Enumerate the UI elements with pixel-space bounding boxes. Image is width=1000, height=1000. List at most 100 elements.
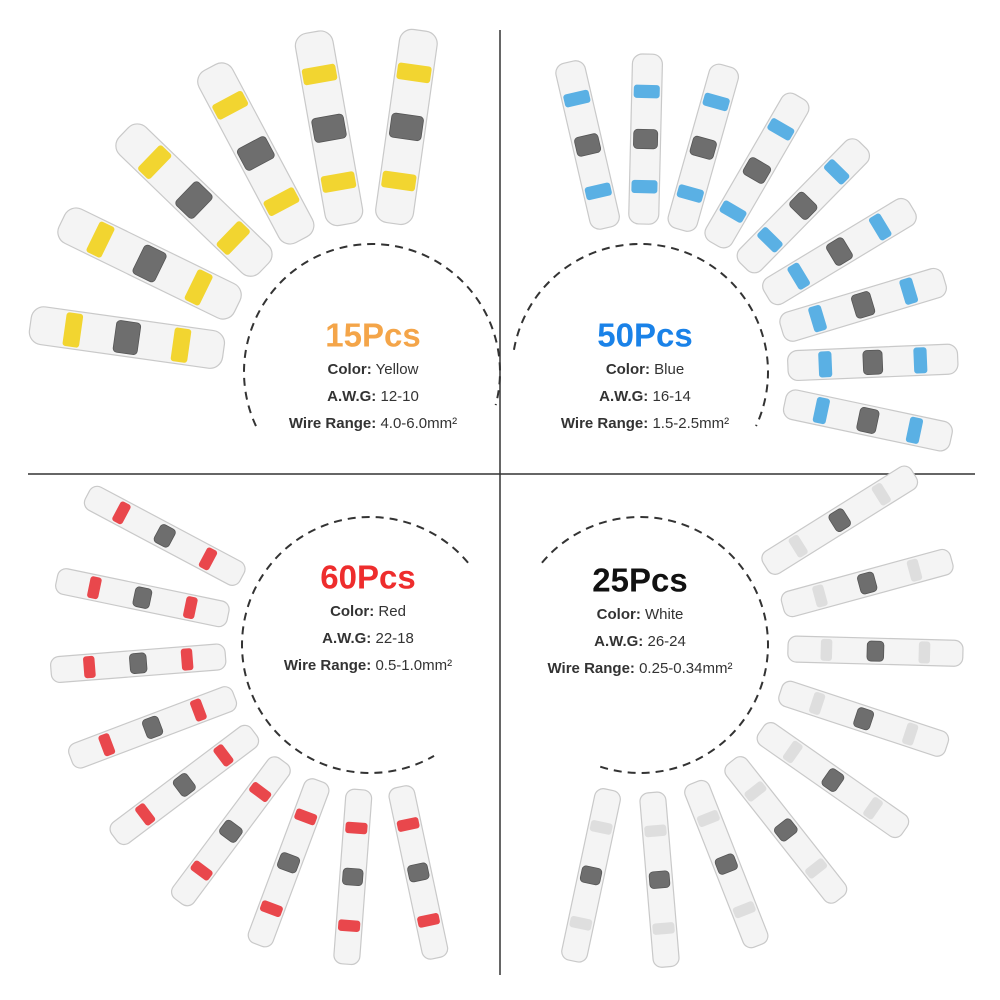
seal-band — [301, 63, 338, 86]
seal-band — [87, 576, 102, 600]
piece-count: 50Pcs — [597, 317, 692, 354]
solder-ring — [856, 407, 880, 434]
seal-band — [337, 919, 361, 933]
solder-ring — [311, 113, 347, 143]
connector — [724, 756, 848, 904]
spec-line: Color: Yellow — [328, 361, 419, 378]
seal-band — [676, 184, 704, 203]
piece-count: 15Pcs — [325, 317, 420, 354]
connector — [197, 62, 315, 245]
solder-ring — [742, 157, 772, 184]
seal-band — [787, 262, 810, 290]
connector — [109, 724, 260, 846]
solder-ring — [389, 112, 424, 142]
spec-value: 1.5-2.5mm² — [652, 415, 729, 432]
spec-label: Color: — [328, 361, 372, 378]
piece-count: 25Pcs — [592, 562, 687, 599]
solder-ring — [714, 853, 738, 875]
seal-band — [808, 304, 827, 333]
seal-band — [396, 817, 420, 832]
spec-line: Wire Range: 1.5-2.5mm² — [561, 415, 729, 432]
solder-ring — [219, 819, 243, 843]
dashed-arc — [541, 516, 769, 774]
seal-band — [905, 416, 924, 444]
seal-band — [62, 312, 84, 348]
seal-band — [913, 347, 928, 374]
spec-label: Color: — [330, 603, 374, 620]
seal-band — [212, 90, 249, 120]
seal-band — [863, 797, 883, 820]
seal-band — [812, 584, 828, 608]
seal-band — [812, 397, 830, 425]
seal-band — [180, 648, 194, 671]
piece-count: 60Pcs — [320, 559, 415, 596]
seal-band — [249, 782, 272, 802]
spec-value: Yellow — [376, 361, 419, 378]
solder-ring — [132, 244, 167, 283]
seal-band — [417, 913, 440, 928]
seal-band — [135, 803, 156, 826]
spec-label: A.W.G: — [594, 633, 643, 650]
connector — [83, 485, 246, 586]
dashed-arc — [512, 243, 770, 427]
solder-ring — [828, 508, 851, 532]
connector — [628, 53, 663, 225]
connector — [667, 63, 740, 232]
spec-value: 0.5-1.0mm² — [375, 657, 452, 674]
seal-band — [584, 182, 612, 201]
seal-band — [918, 641, 931, 664]
seal-band — [652, 922, 675, 935]
seal-band — [98, 733, 116, 757]
seal-band — [294, 808, 318, 826]
spec-value: 0.25-0.34mm² — [639, 660, 732, 677]
spec-value: 26-24 — [647, 633, 685, 650]
connector — [704, 92, 810, 249]
spec-line: A.W.G: 22-18 — [322, 630, 414, 647]
dashed-arc — [241, 516, 469, 774]
spec-label: A.W.G: — [322, 630, 371, 647]
seal-band — [696, 810, 720, 827]
seal-band — [906, 558, 923, 582]
connector — [555, 60, 620, 230]
spec-value: 22-18 — [375, 630, 413, 647]
seal-band — [631, 179, 658, 194]
seal-band — [702, 92, 730, 112]
seal-band — [198, 547, 218, 571]
seal-band — [899, 277, 919, 305]
quadrant: 50Pcs Color: Blue A.W.G: 16-14 Wire Range: … — [512, 53, 959, 452]
seal-band — [902, 722, 919, 746]
seal-band — [767, 118, 795, 141]
spec-label: Color: — [606, 361, 650, 378]
solder-ring — [648, 870, 671, 889]
seal-band — [263, 187, 300, 216]
seal-band — [809, 691, 826, 715]
solder-ring — [853, 707, 875, 731]
spec-label: Color: — [597, 606, 641, 623]
spec-line: Wire Range: 0.5-1.0mm² — [284, 657, 452, 674]
solder-ring — [826, 237, 853, 266]
seal-band — [719, 200, 747, 223]
seal-band — [320, 171, 357, 193]
connector — [778, 680, 950, 757]
spec-line: A.W.G: 16-14 — [599, 388, 691, 405]
solder-ring — [821, 768, 845, 792]
seal-band — [757, 227, 783, 253]
connector — [782, 389, 953, 452]
seal-band — [86, 221, 115, 258]
seal-band — [190, 860, 213, 881]
spec-value: Red — [378, 603, 406, 620]
solder-ring — [866, 640, 885, 662]
seal-band — [83, 655, 96, 679]
connector — [779, 267, 947, 342]
solder-ring — [172, 773, 196, 797]
spec-line: A.W.G: 26-24 — [594, 633, 686, 650]
seal-band — [381, 170, 417, 192]
seal-band — [216, 221, 250, 255]
connector — [684, 779, 769, 949]
connector — [375, 28, 438, 226]
solder-ring — [574, 133, 602, 157]
connector — [28, 306, 226, 369]
seal-band — [184, 269, 213, 306]
seal-band — [345, 821, 368, 835]
